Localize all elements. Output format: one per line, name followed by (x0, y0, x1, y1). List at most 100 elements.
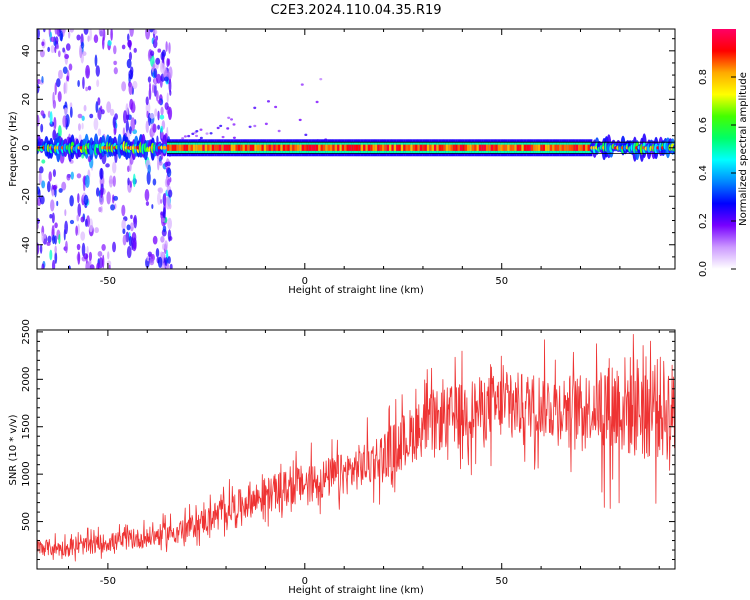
spectrogram-cell (37, 242, 40, 255)
spectrogram-cell (443, 144, 446, 151)
spectrogram-cell (330, 144, 333, 151)
spectrogram-cell (471, 144, 475, 151)
spectrogram-cell (84, 174, 90, 188)
spectrogram-cell (237, 144, 241, 151)
spectrogram-cell (57, 50, 61, 58)
spectrogram-cell (75, 225, 78, 236)
spectrogram-cell (252, 144, 255, 151)
spectrogram-cell (41, 41, 45, 46)
spectrogram-cell (70, 171, 74, 180)
spectrogram-cell (58, 188, 63, 193)
spectrogram-cell (304, 133, 308, 137)
spectrogram-cell (130, 214, 133, 220)
spectrogram-y-tick-label: -40 (21, 237, 32, 253)
spectrogram-cell (363, 144, 366, 151)
spectrogram-cell (64, 53, 70, 60)
spectrogram-cell (39, 195, 45, 205)
spectrogram-cell (306, 144, 309, 151)
spectrogram-cell (58, 234, 61, 245)
spectrogram-x-tick-label: 50 (495, 276, 508, 287)
spectrogram-cell (537, 144, 541, 151)
spectrogram-cell (547, 144, 550, 151)
spectrogram-cell (353, 144, 357, 151)
snr-frame (36, 329, 676, 570)
spectrogram-cell (459, 144, 463, 151)
spectrogram-cell (365, 144, 368, 151)
spectrogram-cell (346, 144, 350, 151)
spectrogram-cell (488, 144, 491, 151)
spectrogram-cell (112, 161, 117, 174)
spectrogram-cell (64, 209, 67, 217)
spectrogram-cell (86, 245, 89, 256)
spectrogram-cell (185, 144, 189, 151)
spectrogram-cell (157, 157, 160, 171)
spectrogram-cell (240, 144, 243, 151)
spectrogram-frame (36, 28, 676, 270)
spectrogram-cell (144, 188, 150, 202)
colorbar-ticks: 0.0 0.2 0.4 0.6 0.8 (698, 69, 736, 277)
spectrogram-cell (152, 235, 158, 245)
spectrogram-cell (337, 144, 340, 151)
spectrogram-cell (101, 243, 106, 251)
spectrogram-cell (164, 257, 168, 267)
spectrogram-cell (37, 83, 40, 94)
spectrogram-cell (166, 167, 172, 178)
spectrogram-cell (109, 108, 115, 116)
spectrogram-cell (493, 144, 496, 151)
spectrogram-cell (166, 144, 170, 151)
spectrogram-cell (102, 254, 105, 269)
spectrogram-cell (157, 187, 162, 193)
spectrogram-cell (278, 144, 281, 151)
spectrogram-cell (94, 227, 99, 234)
spectrogram-cell (56, 78, 61, 88)
spectrogram-cell (47, 46, 50, 52)
spectrogram-cell (226, 144, 229, 151)
spectrogram-cell (52, 99, 57, 109)
spectrogram-cell (126, 114, 129, 121)
spectrogram-cell (132, 80, 138, 90)
spectrogram-cell (132, 100, 135, 113)
spectrogram-cell (452, 144, 456, 151)
spectrogram-cell (230, 144, 234, 151)
spectrogram-y-tick-label: -20 (21, 188, 32, 204)
snr-y-tick-label: 2000 (21, 367, 32, 392)
spectrogram-cell (232, 136, 236, 140)
spectrogram-cell (128, 82, 133, 96)
spectrogram-cell (504, 144, 508, 151)
spectrogram-cell (129, 180, 132, 188)
spectrogram-cell (58, 69, 63, 80)
spectrogram-cell (216, 144, 220, 151)
spectrogram-cell (65, 240, 68, 254)
spectrogram-cell (313, 144, 316, 151)
spectrogram-cell (89, 29, 93, 41)
spectrogram-cell (161, 217, 166, 223)
spectrogram-cell (57, 125, 62, 139)
spectrogram-cell (145, 201, 150, 206)
snr-series-line (37, 333, 675, 562)
snr-x-tick-label: 0 (302, 576, 308, 587)
spectrogram-cell (573, 144, 576, 151)
spectrogram-cell (485, 144, 489, 151)
spectrogram-cell (168, 66, 173, 79)
spectrogram-x-ticks: -50 0 50 (68, 29, 660, 287)
spectrogram-cell (131, 236, 134, 251)
spectrogram-cell (113, 67, 118, 75)
spectrogram-cell (87, 85, 92, 91)
spectrogram-cell (96, 79, 100, 88)
spectrogram-cell (398, 144, 402, 151)
spectrogram-cell (153, 83, 157, 97)
spectrogram-cell (81, 115, 85, 121)
spectrogram-cell (99, 194, 104, 205)
spectrogram-cell (209, 132, 213, 135)
spectrogram-cell (54, 222, 58, 229)
spectrogram-cell (55, 44, 60, 50)
spectrogram-cell (39, 243, 43, 254)
spectrogram-cell (202, 144, 205, 151)
spectrogram-cell (419, 144, 423, 151)
spectrogram-cell (107, 251, 110, 260)
spectrogram-cell (187, 134, 191, 138)
spectrogram-cell (64, 220, 68, 235)
spectrogram-cell (112, 175, 116, 187)
spectrogram-cell (188, 144, 191, 151)
spectrogram-cell (162, 243, 165, 250)
